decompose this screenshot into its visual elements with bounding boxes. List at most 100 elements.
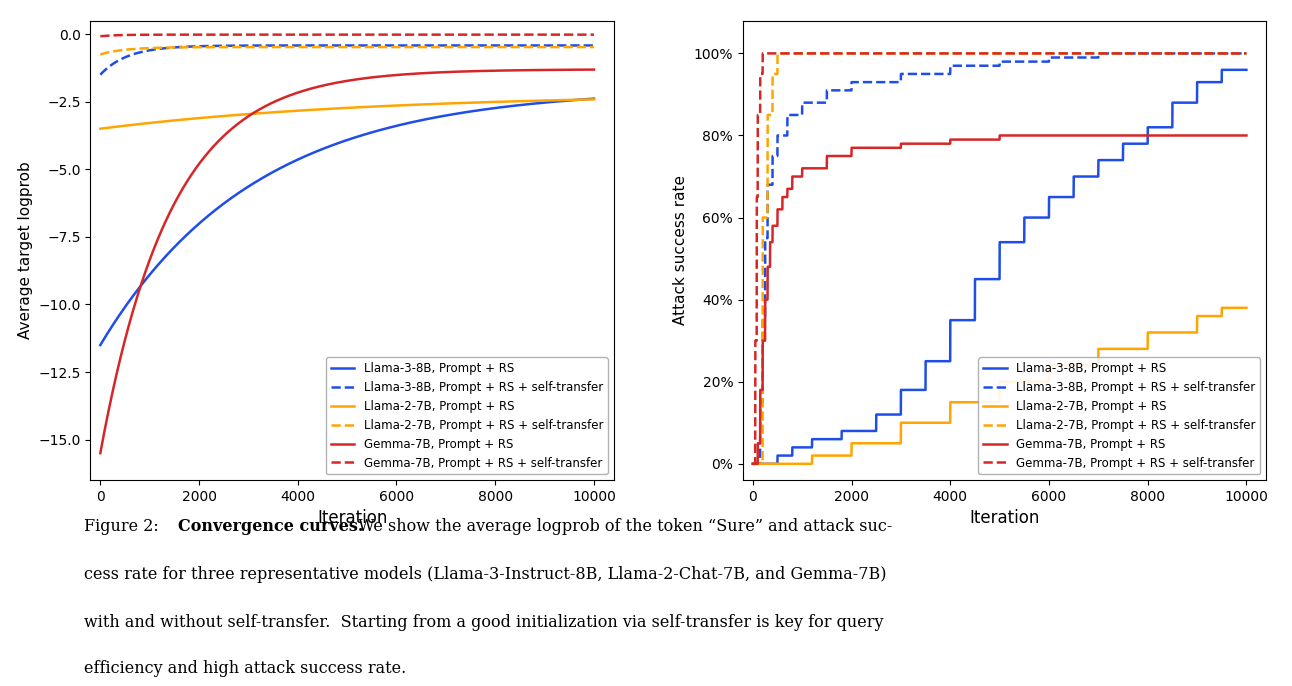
- Gemma-7B, Prompt + RS: [1085, 132, 1101, 140]
- Llama-3-8B, Prompt + RS + self-transfer: [1085, 54, 1101, 62]
- X-axis label: Iteration: Iteration: [317, 510, 388, 528]
- Gemma-7B, Prompt + RS: [745, 460, 761, 468]
- Llama-3-8B, Prompt + RS: [189, 222, 204, 230]
- Llama-3-8B, Prompt + RS + self-transfer: [1214, 49, 1230, 58]
- Gemma-7B, Prompt + RS + self-transfer: [1214, 49, 1230, 58]
- Gemma-7B, Prompt + RS: [381, 71, 397, 80]
- Llama-2-7B, Prompt + RS + self-transfer: [381, 43, 397, 51]
- Llama-2-7B, Prompt + RS + self-transfer: [189, 43, 204, 51]
- Llama-3-8B, Prompt + RS + self-transfer: [745, 460, 761, 468]
- Gemma-7B, Prompt + RS: [1079, 132, 1094, 140]
- Line: Llama-2-7B, Prompt + RS + self-transfer: Llama-2-7B, Prompt + RS + self-transfer: [753, 54, 1247, 464]
- Llama-3-8B, Prompt + RS + self-transfer: [841, 86, 857, 95]
- Llama-3-8B, Prompt + RS + self-transfer: [1239, 49, 1255, 58]
- Llama-2-7B, Prompt + RS + self-transfer: [1034, 49, 1049, 58]
- Line: Llama-3-8B, Prompt + RS: Llama-3-8B, Prompt + RS: [753, 70, 1247, 464]
- Llama-2-7B, Prompt + RS + self-transfer: [1214, 49, 1230, 58]
- Line: Gemma-7B, Prompt + RS + self-transfer: Gemma-7B, Prompt + RS + self-transfer: [753, 54, 1247, 464]
- Llama-2-7B, Prompt + RS: [381, 102, 397, 110]
- Llama-2-7B, Prompt + RS: [433, 99, 448, 108]
- Gemma-7B, Prompt + RS: [433, 68, 448, 76]
- Llama-3-8B, Prompt + RS: [1214, 66, 1230, 74]
- Llama-3-8B, Prompt + RS: [587, 95, 602, 103]
- Gemma-7B, Prompt + RS + self-transfer: [1034, 49, 1049, 58]
- Gemma-7B, Prompt + RS + self-transfer: [426, 30, 442, 38]
- Llama-2-7B, Prompt + RS: [426, 100, 442, 108]
- Llama-3-8B, Prompt + RS: [745, 460, 761, 468]
- Text: efficiency and high attack success rate.: efficiency and high attack success rate.: [84, 660, 406, 677]
- Gemma-7B, Prompt + RS + self-transfer: [1239, 49, 1255, 58]
- Line: Llama-2-7B, Prompt + RS: Llama-2-7B, Prompt + RS: [753, 308, 1247, 464]
- Line: Gemma-7B, Prompt + RS: Gemma-7B, Prompt + RS: [101, 69, 594, 453]
- Llama-3-8B, Prompt + RS + self-transfer: [93, 71, 109, 79]
- Llama-2-7B, Prompt + RS + self-transfer: [433, 43, 448, 51]
- Gemma-7B, Prompt + RS: [426, 69, 442, 77]
- Gemma-7B, Prompt + RS: [189, 163, 204, 171]
- Llama-3-8B, Prompt + RS: [381, 123, 397, 132]
- Y-axis label: Average target logprob: Average target logprob: [18, 161, 32, 340]
- Text: cess rate for three representative models (Llama-3-Instruct-8B, Llama-2-Chat-7B,: cess rate for three representative model…: [84, 566, 886, 583]
- Gemma-7B, Prompt + RS + self-transfer: [1085, 49, 1101, 58]
- Gemma-7B, Prompt + RS + self-transfer: [143, 31, 159, 39]
- Llama-3-8B, Prompt + RS: [1214, 66, 1230, 74]
- Text: Convergence curves.: Convergence curves.: [178, 518, 363, 535]
- Llama-2-7B, Prompt + RS + self-transfer: [93, 50, 109, 58]
- Llama-3-8B, Prompt + RS: [93, 341, 109, 349]
- Llama-3-8B, Prompt + RS: [433, 113, 448, 121]
- Gemma-7B, Prompt + RS + self-transfer: [745, 460, 761, 468]
- Llama-3-8B, Prompt + RS: [1239, 66, 1255, 74]
- Llama-2-7B, Prompt + RS + self-transfer: [143, 44, 159, 52]
- Gemma-7B, Prompt + RS + self-transfer: [841, 49, 857, 58]
- Llama-2-7B, Prompt + RS: [1034, 377, 1049, 386]
- Text: with and without self-transfer.  Starting from a good initialization via self-tr: with and without self-transfer. Starting…: [84, 614, 884, 631]
- Llama-3-8B, Prompt + RS + self-transfer: [381, 41, 397, 49]
- Gemma-7B, Prompt + RS: [796, 164, 811, 172]
- Gemma-7B, Prompt + RS: [992, 132, 1008, 140]
- Gemma-7B, Prompt + RS + self-transfer: [1079, 49, 1094, 58]
- Text: Figure 2:: Figure 2:: [84, 518, 164, 535]
- Llama-3-8B, Prompt + RS: [1034, 213, 1049, 222]
- Llama-2-7B, Prompt + RS: [587, 95, 602, 104]
- Llama-2-7B, Prompt + RS + self-transfer: [1085, 49, 1101, 58]
- Line: Llama-2-7B, Prompt + RS: Llama-2-7B, Prompt + RS: [101, 99, 594, 129]
- Llama-2-7B, Prompt + RS + self-transfer: [1239, 49, 1255, 58]
- Gemma-7B, Prompt + RS: [562, 66, 578, 74]
- Llama-2-7B, Prompt + RS: [1214, 304, 1230, 312]
- Llama-2-7B, Prompt + RS + self-transfer: [841, 49, 857, 58]
- Llama-3-8B, Prompt + RS: [1085, 172, 1101, 180]
- Gemma-7B, Prompt + RS + self-transfer: [189, 31, 204, 39]
- Llama-2-7B, Prompt + RS: [1214, 304, 1230, 312]
- Llama-3-8B, Prompt + RS + self-transfer: [1090, 49, 1106, 58]
- Line: Gemma-7B, Prompt + RS: Gemma-7B, Prompt + RS: [753, 136, 1247, 464]
- Gemma-7B, Prompt + RS: [143, 252, 159, 261]
- Legend: Llama-3-8B, Prompt + RS, Llama-3-8B, Prompt + RS + self-transfer, Llama-2-7B, Pr: Llama-3-8B, Prompt + RS, Llama-3-8B, Pro…: [326, 357, 607, 474]
- Llama-2-7B, Prompt + RS + self-transfer: [1079, 49, 1094, 58]
- Llama-2-7B, Prompt + RS: [93, 125, 109, 133]
- Gemma-7B, Prompt + RS + self-transfer: [433, 30, 448, 38]
- Llama-2-7B, Prompt + RS + self-transfer: [562, 43, 578, 51]
- Llama-2-7B, Prompt + RS: [1239, 304, 1255, 312]
- Llama-3-8B, Prompt + RS + self-transfer: [189, 43, 204, 51]
- Line: Llama-3-8B, Prompt + RS + self-transfer: Llama-3-8B, Prompt + RS + self-transfer: [753, 54, 1247, 464]
- Gemma-7B, Prompt + RS + self-transfer: [93, 32, 109, 40]
- Line: Llama-3-8B, Prompt + RS: Llama-3-8B, Prompt + RS: [101, 99, 594, 345]
- Gemma-7B, Prompt + RS: [1034, 132, 1049, 140]
- Llama-3-8B, Prompt + RS + self-transfer: [587, 41, 602, 49]
- Gemma-7B, Prompt + RS: [587, 65, 602, 73]
- Llama-2-7B, Prompt + RS: [1079, 361, 1094, 369]
- Gemma-7B, Prompt + RS: [93, 449, 109, 458]
- Line: Llama-2-7B, Prompt + RS + self-transfer: Llama-2-7B, Prompt + RS + self-transfer: [101, 47, 594, 54]
- Llama-3-8B, Prompt + RS: [426, 113, 442, 121]
- Llama-2-7B, Prompt + RS: [796, 460, 811, 468]
- Gemma-7B, Prompt + RS: [1214, 132, 1230, 140]
- Llama-3-8B, Prompt + RS + self-transfer: [796, 99, 811, 107]
- Llama-3-8B, Prompt + RS: [562, 96, 578, 104]
- Llama-2-7B, Prompt + RS: [1085, 361, 1101, 369]
- Gemma-7B, Prompt + RS + self-transfer: [562, 30, 578, 38]
- Gemma-7B, Prompt + RS + self-transfer: [587, 30, 602, 38]
- Llama-2-7B, Prompt + RS + self-transfer: [796, 49, 811, 58]
- Gemma-7B, Prompt + RS + self-transfer: [381, 30, 397, 38]
- X-axis label: Iteration: Iteration: [969, 510, 1040, 528]
- Llama-2-7B, Prompt + RS + self-transfer: [426, 43, 442, 51]
- Llama-2-7B, Prompt + RS: [841, 451, 857, 460]
